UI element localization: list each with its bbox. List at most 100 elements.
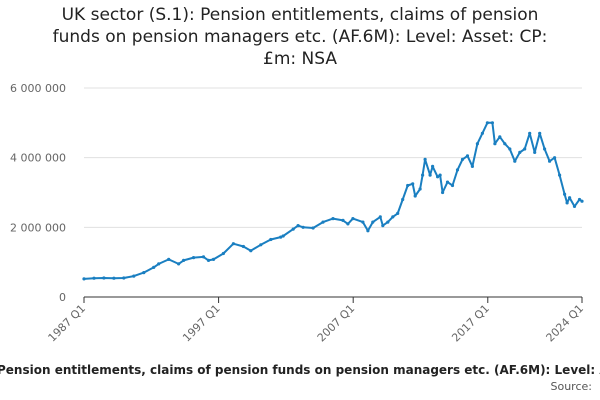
data-point <box>331 217 335 221</box>
data-point <box>460 157 465 161</box>
data-point <box>580 199 584 203</box>
data-point <box>572 204 577 208</box>
gridlines <box>84 87 582 228</box>
series-line <box>83 121 583 280</box>
data-point <box>259 243 263 247</box>
x-tick-label: 2024 Q1 <box>544 302 587 345</box>
data-point <box>485 121 489 125</box>
data-point <box>455 168 460 172</box>
data-point <box>565 201 569 205</box>
data-point <box>381 224 385 228</box>
data-point <box>445 180 450 184</box>
data-point <box>341 218 345 222</box>
data-point <box>548 159 552 163</box>
data-point <box>470 164 474 168</box>
legend[interactable]: UK sector (S.1): Pension entitlements, c… <box>0 361 600 379</box>
data-point <box>577 197 582 202</box>
data-point <box>396 211 400 215</box>
chart-title-line-2: funds on pension managers etc. (AF.6M): … <box>52 27 548 47</box>
data-point <box>386 220 390 224</box>
data-point <box>406 183 410 188</box>
x-tick-label: 1987 Q1 <box>46 302 89 345</box>
chart-title: UK sector (S.1): Pension entitlements, c… <box>0 4 600 70</box>
data-point <box>543 147 547 151</box>
data-point <box>533 150 537 154</box>
series-layer <box>82 121 584 281</box>
data-point <box>563 192 567 196</box>
axes: 0 2 000 000 4 000 000 6 000 000 1987 Q1 1997 … <box>10 82 586 344</box>
data-point <box>523 147 527 151</box>
data-point <box>82 277 86 281</box>
chart-title-line-3: £m: NSA <box>263 49 337 69</box>
data-point <box>568 196 572 200</box>
source-label: Source: <box>550 380 593 393</box>
data-point <box>421 173 425 177</box>
data-point <box>413 194 417 198</box>
x-tick-label: 2007 Q1 <box>315 302 358 345</box>
data-point <box>301 225 305 229</box>
data-point <box>558 173 562 177</box>
data-point <box>450 183 455 188</box>
data-point <box>553 156 557 160</box>
data-point <box>503 142 507 146</box>
data-point <box>528 131 532 135</box>
data-point <box>269 237 273 242</box>
data-point <box>361 220 365 224</box>
data-point <box>279 235 283 239</box>
data-point <box>177 262 181 266</box>
data-point <box>241 244 245 249</box>
data-point <box>231 242 235 246</box>
data-point <box>351 217 355 221</box>
data-point <box>296 224 300 228</box>
data-point <box>391 215 395 219</box>
y-tick-label: 4 000 000 <box>10 152 66 165</box>
data-point <box>102 276 106 280</box>
y-tick-label: 2 000 000 <box>10 221 66 234</box>
data-point <box>221 251 225 256</box>
data-point <box>378 215 382 219</box>
data-point <box>281 234 285 238</box>
data-point <box>465 154 470 158</box>
data-point <box>428 173 432 177</box>
data-point <box>92 276 96 280</box>
data-point <box>206 258 211 262</box>
data-point <box>182 258 186 262</box>
data-point <box>192 256 196 260</box>
data-point <box>493 142 497 146</box>
data-point <box>538 131 542 135</box>
y-tick-label: 6 000 000 <box>10 82 66 95</box>
data-point <box>418 187 422 191</box>
data-point <box>211 257 216 261</box>
data-point <box>441 190 445 195</box>
data-point <box>411 182 415 186</box>
data-point <box>346 222 350 226</box>
data-point <box>167 257 171 261</box>
data-point <box>423 157 427 161</box>
data-point <box>513 159 517 163</box>
data-point <box>498 135 502 139</box>
data-point <box>122 276 126 280</box>
data-point <box>518 150 522 154</box>
data-point <box>249 249 253 253</box>
legend-label: UK sector (S.1): Pension entitlements, c… <box>0 363 600 377</box>
data-point <box>480 131 484 135</box>
data-point <box>508 147 512 151</box>
y-tick-label: 0 <box>59 291 66 304</box>
data-point <box>490 121 494 125</box>
data-point <box>142 271 146 275</box>
data-point <box>371 220 375 224</box>
data-point <box>431 164 435 168</box>
data-point <box>401 197 405 202</box>
data-point <box>112 276 116 280</box>
chart-title-line-1: UK sector (S.1): Pension entitlements, c… <box>61 5 539 25</box>
x-tick-label: 2017 Q1 <box>449 302 492 345</box>
data-point <box>152 265 156 269</box>
data-point <box>436 175 440 179</box>
data-point <box>321 220 325 224</box>
data-point <box>201 255 206 259</box>
data-point <box>311 226 315 230</box>
data-point <box>366 229 370 233</box>
data-point <box>291 227 295 231</box>
data-point <box>132 274 136 278</box>
